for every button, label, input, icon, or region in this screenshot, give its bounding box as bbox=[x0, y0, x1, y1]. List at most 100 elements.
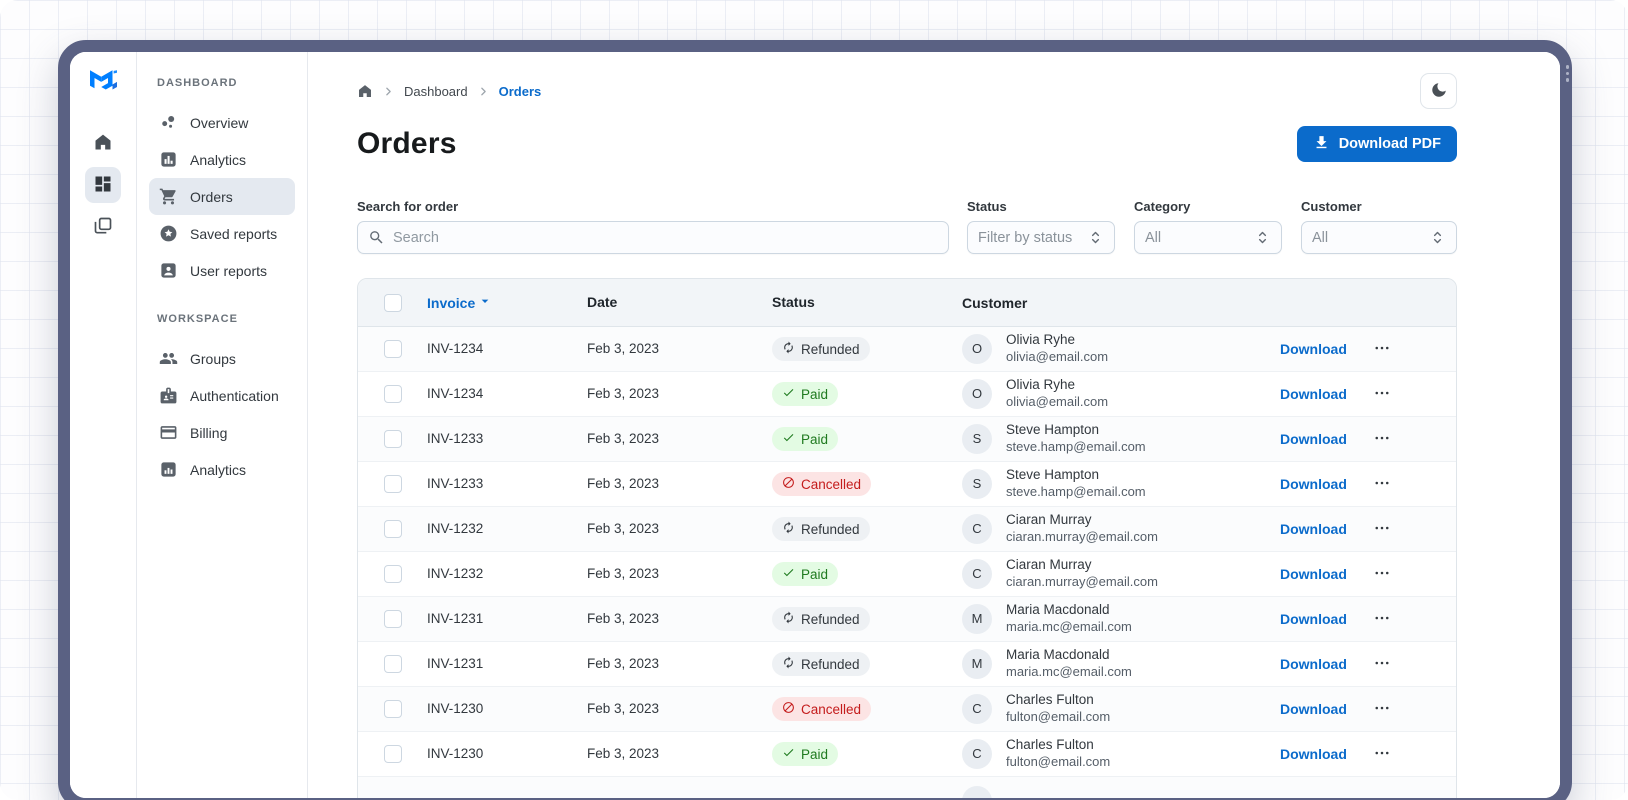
row-checkbox[interactable] bbox=[384, 745, 402, 763]
block-icon bbox=[782, 701, 795, 717]
table-row: INV-1234 Feb 3, 2023 Refunded O Olivia Ryhe o… bbox=[358, 327, 1456, 372]
check-icon bbox=[782, 746, 795, 762]
row-menu-button[interactable] bbox=[1373, 654, 1391, 675]
breadcrumb-orders[interactable]: Orders bbox=[498, 83, 542, 99]
row-menu-button[interactable] bbox=[1373, 339, 1391, 360]
row-menu-button[interactable] bbox=[1373, 474, 1391, 495]
download-link[interactable]: Download bbox=[1280, 656, 1347, 672]
chevron-right-icon bbox=[477, 85, 490, 98]
customer-email: steve.hamp@email.com bbox=[1006, 438, 1146, 454]
search-icon bbox=[368, 229, 385, 246]
breadcrumb: Dashboard Orders bbox=[357, 83, 541, 99]
sidebar-section-label: DASHBOARD bbox=[157, 77, 238, 89]
row-menu-button[interactable] bbox=[1373, 384, 1391, 405]
groups-icon bbox=[159, 349, 178, 368]
autorenew-icon bbox=[782, 521, 795, 537]
status-badge: Paid bbox=[772, 382, 839, 406]
download-link[interactable]: Download bbox=[1280, 386, 1347, 402]
status-badge: Paid bbox=[772, 742, 839, 766]
sidebar-item-overview[interactable]: Overview bbox=[149, 104, 295, 141]
select-all-checkbox[interactable] bbox=[384, 293, 402, 312]
home-icon[interactable] bbox=[357, 83, 373, 99]
download-link[interactable]: Download bbox=[1280, 521, 1347, 537]
order-date: Feb 3, 2023 bbox=[587, 431, 660, 446]
sidebar-item-analytics[interactable]: Analytics bbox=[149, 141, 295, 178]
row-menu-button[interactable] bbox=[1373, 429, 1391, 450]
download-link[interactable]: Download bbox=[1280, 701, 1347, 717]
customer-name: Steve Hampton bbox=[1006, 467, 1100, 483]
sidebar-item-authentication[interactable]: Authentication bbox=[149, 377, 295, 414]
more-horizontal-icon bbox=[1373, 744, 1391, 765]
table-row: INV-1233 Feb 3, 2023 Cancelled S Steve Hampt… bbox=[358, 462, 1456, 507]
more-horizontal-icon bbox=[1373, 429, 1391, 450]
avatar: C bbox=[962, 693, 992, 724]
sidebar-item-label: Authentication bbox=[190, 387, 279, 404]
row-checkbox[interactable] bbox=[384, 340, 402, 358]
rail-item-layers[interactable] bbox=[85, 209, 121, 245]
sidebar-item-label: Analytics bbox=[190, 461, 247, 478]
row-menu-button[interactable] bbox=[1373, 564, 1391, 585]
column-invoice-sort[interactable]: Invoice bbox=[427, 293, 587, 312]
row-menu-button[interactable] bbox=[1373, 519, 1391, 540]
customer-name: Ciaran Murray bbox=[1006, 557, 1092, 573]
filter-select-customer[interactable]: All bbox=[1301, 221, 1457, 254]
table-row-partial bbox=[358, 777, 1456, 798]
avatar: S bbox=[962, 468, 992, 499]
filter-select-status[interactable]: Filter by status bbox=[967, 221, 1115, 254]
row-menu-button[interactable] bbox=[1373, 609, 1391, 630]
theme-toggle-button[interactable] bbox=[1420, 73, 1457, 109]
row-checkbox[interactable] bbox=[384, 385, 402, 403]
column-customer: Customer bbox=[962, 294, 1028, 311]
sidebar-item-analytics[interactable]: Analytics bbox=[149, 451, 295, 488]
sidebar-item-orders[interactable]: Orders bbox=[149, 178, 295, 215]
download-link[interactable]: Download bbox=[1280, 341, 1347, 357]
breadcrumb-dashboard[interactable]: Dashboard bbox=[404, 83, 468, 99]
autorenew-icon bbox=[782, 656, 795, 672]
block-icon bbox=[782, 476, 795, 492]
row-menu-button[interactable] bbox=[1373, 699, 1391, 720]
filter-select-category[interactable]: All bbox=[1134, 221, 1282, 254]
customer-email: ciaran.murray@email.com bbox=[1006, 573, 1158, 589]
row-checkbox[interactable] bbox=[384, 430, 402, 448]
order-date: Feb 3, 2023 bbox=[587, 521, 660, 536]
row-checkbox[interactable] bbox=[384, 610, 402, 628]
download-pdf-button[interactable]: Download PDF bbox=[1296, 126, 1457, 162]
customer-email: maria.mc@email.com bbox=[1006, 663, 1132, 679]
sidebar-item-saved-reports[interactable]: Saved reports bbox=[149, 215, 295, 252]
rail-item-dashboard-grid[interactable] bbox=[85, 167, 121, 203]
mui-logo[interactable] bbox=[88, 67, 118, 97]
sidebar-item-user-reports[interactable]: User reports bbox=[149, 252, 295, 289]
row-checkbox[interactable] bbox=[384, 520, 402, 538]
search-input[interactable] bbox=[393, 229, 938, 246]
download-link[interactable]: Download bbox=[1280, 476, 1347, 492]
download-link[interactable]: Download bbox=[1280, 746, 1347, 762]
shopping-cart-icon bbox=[159, 187, 178, 206]
customer-email: olivia@email.com bbox=[1006, 393, 1109, 409]
sidebar-item-groups[interactable]: Groups bbox=[149, 340, 295, 377]
avatar: M bbox=[962, 648, 992, 679]
check-icon bbox=[782, 431, 795, 447]
row-checkbox[interactable] bbox=[384, 565, 402, 583]
more-horizontal-icon bbox=[1373, 384, 1391, 405]
status-badge: Paid bbox=[772, 562, 839, 586]
rail-item-home[interactable] bbox=[85, 125, 121, 161]
download-link[interactable]: Download bbox=[1280, 431, 1347, 447]
sidebar-item-billing[interactable]: Billing bbox=[149, 414, 295, 451]
download-link[interactable]: Download bbox=[1280, 611, 1347, 627]
row-checkbox[interactable] bbox=[384, 475, 402, 493]
avatar: O bbox=[962, 333, 992, 364]
table-row: INV-1234 Feb 3, 2023 Paid O Olivia Ryhe olivi… bbox=[358, 372, 1456, 417]
row-checkbox[interactable] bbox=[384, 655, 402, 673]
customer-email: fulton@email.com bbox=[1006, 753, 1111, 769]
download-link[interactable]: Download bbox=[1280, 566, 1347, 582]
unfold-icon bbox=[1254, 229, 1271, 246]
row-checkbox[interactable] bbox=[384, 700, 402, 718]
customer-email: steve.hamp@email.com bbox=[1006, 483, 1146, 499]
sort-caret-icon bbox=[477, 293, 493, 312]
invoice-id: INV-1231 bbox=[427, 611, 484, 626]
invoice-id: INV-1231 bbox=[427, 656, 484, 671]
avatar: O bbox=[962, 378, 992, 409]
table-row: INV-1231 Feb 3, 2023 Refunded M Maria Macdon… bbox=[358, 597, 1456, 642]
customer-name: Olivia Ryhe bbox=[1006, 332, 1076, 348]
row-menu-button[interactable] bbox=[1373, 744, 1391, 765]
